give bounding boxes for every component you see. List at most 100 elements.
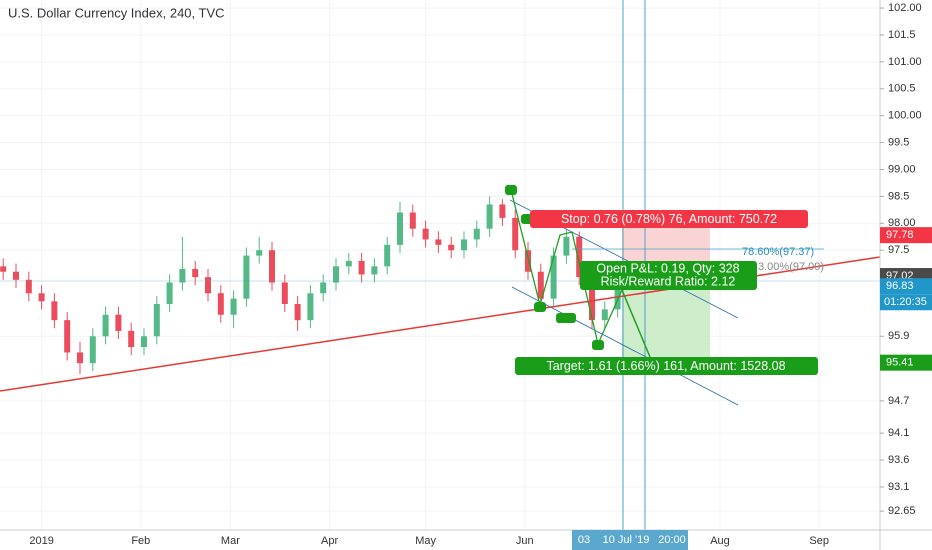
candle-body (358, 260, 365, 275)
x-tick-label: Aug (710, 535, 730, 547)
candle-body (13, 271, 19, 280)
candle-body (589, 277, 595, 321)
candle-body (115, 314, 122, 331)
x-highlight-label: 20:00 (658, 534, 686, 546)
y-tick-label: 92.65 (888, 505, 916, 517)
candle-body (128, 330, 135, 348)
stop-label: Stop: 0.76 (0.78%) 76, Amount: 750.72 (561, 212, 777, 226)
candle-body (371, 266, 378, 275)
candle-body (409, 212, 416, 229)
axis: 102.00 101.5 101.00 100.5 100.00 99.5 99.00 98.… (29, 2, 932, 547)
candle-body (64, 320, 71, 353)
candle-body (307, 293, 314, 321)
fib-label: 3.00%(97.09) (758, 261, 824, 273)
candle-body (192, 269, 199, 278)
candle-body (448, 244, 455, 251)
pattern-point (556, 313, 576, 323)
candle-body (25, 279, 32, 294)
candle-body (243, 255, 250, 299)
candles (0, 196, 621, 374)
candle-body (217, 293, 224, 315)
fib-label: 78.60%(97.37) (742, 246, 814, 258)
harmonic-pattern (510, 189, 623, 347)
x-highlight-label: 10 Jul '19 (603, 534, 650, 546)
candle-body (473, 228, 480, 240)
candle-body (230, 298, 237, 315)
candle-body (576, 236, 583, 278)
candle-body (550, 255, 557, 299)
y-tick-label: 101.00 (888, 56, 922, 68)
candle-body (333, 266, 339, 283)
candle-body (422, 228, 429, 240)
y-tick-label: 97.5 (888, 244, 909, 256)
price-badge-label: 97.78 (886, 229, 914, 241)
y-tick-label: 94.7 (888, 395, 909, 407)
y-tick-label: 101.5 (888, 29, 916, 41)
candle-body (525, 250, 531, 272)
candle-body (294, 304, 301, 321)
candle-body (77, 352, 83, 364)
target-box (515, 357, 818, 375)
candle-body (89, 336, 96, 364)
candle-body (397, 212, 403, 245)
pnl-box (580, 261, 757, 290)
price-badge (880, 354, 932, 371)
pattern-point (534, 302, 546, 312)
candle-body (435, 239, 442, 245)
pattern-point (592, 340, 604, 350)
candle-body (179, 269, 186, 283)
price-badge-label: 95.41 (886, 357, 914, 369)
y-tick-label: 93.1 (888, 481, 909, 493)
candle-body (141, 336, 147, 348)
x-tick-label: Apr (321, 535, 338, 547)
y-tick-label: 99.5 (888, 136, 909, 148)
candle-body (486, 204, 493, 229)
x-tick-label: May (415, 535, 436, 547)
candle-body (102, 314, 109, 337)
y-tick-label: 100.00 (888, 110, 922, 122)
x-tick-label: Feb (131, 535, 150, 547)
candle-body (512, 217, 519, 251)
y-tick-label: 102.00 (888, 2, 922, 14)
candle-body (205, 277, 211, 294)
x-tick-label: 2019 (29, 535, 53, 547)
price-badge-label: 96.83 (886, 280, 914, 292)
countdown-badge (880, 294, 932, 311)
candle-body (269, 250, 275, 283)
y-tick-label: 98.00 (888, 217, 916, 229)
price-badge (880, 278, 932, 295)
candle-body (537, 271, 544, 299)
target-zone (622, 282, 710, 357)
target-arrow (621, 289, 651, 358)
pattern-point (505, 185, 517, 195)
candle-body (320, 282, 327, 294)
y-tick-label: 93.6 (888, 454, 909, 466)
x-highlight-label: 03 (578, 534, 590, 546)
stop-box (530, 210, 808, 228)
pnl-label: Open P&L: 0.19, Qty: 328 (596, 261, 739, 275)
candle-body (499, 204, 506, 218)
chart-title: U.S. Dollar Currency Index, 240, TVC (8, 5, 225, 20)
candle-body (256, 250, 263, 256)
ratio-label: Risk/Reward Ratio: 2.12 (601, 274, 736, 288)
y-tick-label: 99.00 (888, 163, 916, 175)
candle-body (563, 236, 570, 256)
x-tick-label: Mar (221, 535, 240, 547)
candle-body (153, 304, 160, 337)
y-tick-label: 95.9 (888, 330, 909, 342)
y-tick-label: 94.1 (888, 427, 909, 439)
candle-body (281, 282, 288, 305)
time-highlight (572, 530, 688, 550)
countdown-label: 01:20:35 (884, 296, 927, 308)
price-badge (880, 227, 932, 244)
candle-body (51, 301, 58, 321)
candle-body (345, 260, 352, 267)
y-tick-label: 100.5 (888, 83, 916, 95)
candle-body (0, 266, 7, 272)
candle-body (601, 309, 608, 321)
channel-line (511, 286, 739, 406)
candle-body (38, 293, 45, 302)
x-tick-label: Jun (516, 535, 534, 547)
